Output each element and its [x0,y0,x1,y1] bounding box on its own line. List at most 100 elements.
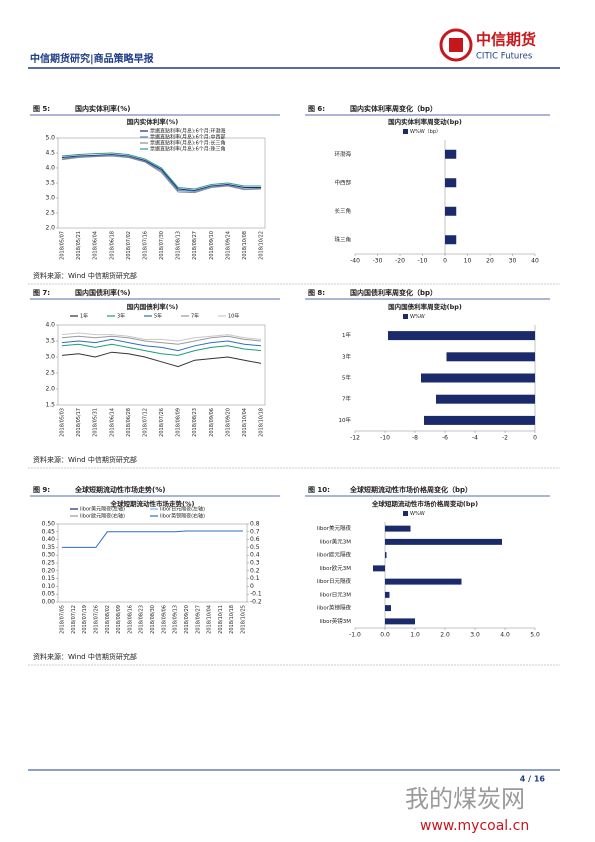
x-tick-label: 2018/07/26 [159,408,165,437]
x-tick-label: 2018/07/05 [60,605,66,634]
y-tick-label: 中西部 [334,178,351,186]
series-line [61,153,261,192]
x-tick-label: 2018/07/19 [82,605,88,634]
bar [373,565,385,572]
x-tick-label: 4.0 [500,632,510,639]
chart-title: 国内国债利率周变动(bp) [388,302,462,311]
legend-swatch [403,511,408,516]
legend-label: W%W [410,314,425,320]
x-tick-label: -10 [380,435,390,442]
x-tick-label: 2018/10/04 [207,605,213,634]
y-tick-label: 1.5 [45,402,55,409]
y-tick-label: 3.0 [45,354,55,361]
source-note: 资料来源：Wind 中信期货研究部 [33,455,137,464]
figure-label: 图 5: [33,104,50,113]
x-tick-label: 2018/07/16 [142,231,148,260]
y2-tick-label: 0.4 [250,552,260,559]
x-tick-label: -12 [350,435,360,442]
x-tick-label: 2018/07/02 [126,231,132,260]
x-tick-label: 2018/09/20 [184,605,190,634]
legend-label: 5年 [154,313,162,320]
y-tick-label: 0.05 [42,591,56,598]
figure-label: 图 9: [33,485,50,494]
x-tick-label: 2018/08/27 [192,231,198,260]
bar [385,618,415,625]
y-tick-label: 0.30 [42,552,56,559]
x-tick-label: 2018/10/25 [241,605,247,634]
y-tick-label: 4.0 [45,322,55,329]
y-tick-label: 3.5 [45,338,55,345]
bar [424,415,535,425]
bar [385,578,462,585]
y-tick-label: 7年 [342,395,351,403]
legend-label: 票据直贴利率(月息):6个月:珠三角 [150,146,225,153]
source-note: 资料来源：Wind 中信期货研究部 [33,652,137,661]
x-tick-label: 2018/10/18 [259,408,265,437]
bar [385,605,391,612]
x-tick-label: -40 [350,258,360,265]
bar [388,331,535,341]
legend-label: libor日元隔夜(左轴) [160,506,205,513]
x-tick-label: 2018/09/27 [195,605,201,634]
x-tick-label: 2018/09/06 [209,408,215,437]
series-line [61,332,262,342]
series-line [61,343,262,356]
legend-swatch [403,314,408,319]
x-tick-label: 5.0 [530,632,540,639]
x-tick-label: 2018/07/26 [93,605,99,634]
x-tick-label: 2.0 [440,632,450,639]
x-tick-label: 2018/06/04 [93,231,99,260]
x-tick-label: 10 [464,258,472,265]
legend-label: libor英镑隔夜(右轴) [160,513,205,520]
bar [445,178,457,188]
x-tick-label: -20 [395,258,405,265]
x-tick-label: 1.0 [410,632,420,639]
x-tick-label: 2018/09/10 [209,231,215,260]
series-line [61,155,262,194]
x-tick-label: 0 [533,435,537,442]
logo-mark [439,28,473,62]
y-tick-label: libor英镑隔夜 [317,604,352,612]
chart-title: 全球短期流动性市场走势(%) [110,499,195,508]
series-line [61,335,262,345]
plot-frame [57,324,266,406]
y-tick-label: 4.5 [45,150,55,157]
x-tick-label: 2018/05/17 [76,408,82,437]
x-tick-label: 2018/05/21 [76,231,82,260]
y-tick-label: 0.45 [42,528,56,535]
figure-title: 国内国债利率周变化（bp） [350,288,437,297]
figure-label: 图 10: [308,485,330,494]
bar [445,235,457,245]
x-tick-label: 2018/10/08 [242,231,248,260]
x-tick-label: 2018/09/20 [225,408,231,437]
x-tick-label: 30 [509,258,517,265]
y2-tick-label: 0.8 [250,521,260,528]
page-number: 4 / 16 [520,775,546,784]
bar [421,373,535,383]
bar [385,525,411,532]
x-tick-label: -2 [502,435,508,442]
y-tick-label: 0.20 [42,567,56,574]
y-tick-label: libor欧元隔夜 [317,551,352,559]
y-tick-label: 10年 [339,416,352,424]
x-tick-label: 2018/07/30 [159,231,165,260]
series-line [62,530,243,548]
legend-label: 7年 [191,313,199,320]
y2-tick-label: 0.5 [250,544,260,551]
y-tick-label: 2.5 [45,210,55,217]
x-tick-label: 2018/06/14 [109,408,115,437]
y-tick-label: 0.35 [42,544,56,551]
x-tick-label: 2018/10/11 [218,605,224,634]
logo-mark [449,38,463,52]
legend-label: 票据直贴利率(月息):6个月:环渤海 [150,128,225,135]
x-tick-label: 2018/07/12 [142,408,148,437]
x-tick-label: 2018/09/06 [161,605,167,634]
bar [446,352,535,362]
x-tick-label: -10 [418,258,428,265]
chart-title: 全球短期流动性市场价格周变动(bp) [371,499,478,508]
x-tick-label: 40 [531,258,539,265]
x-tick-label: -1.0 [349,632,361,639]
bar [445,149,457,159]
figure-title: 国内国债利率(%) [75,288,130,297]
y-tick-label: 2.0 [45,225,55,232]
